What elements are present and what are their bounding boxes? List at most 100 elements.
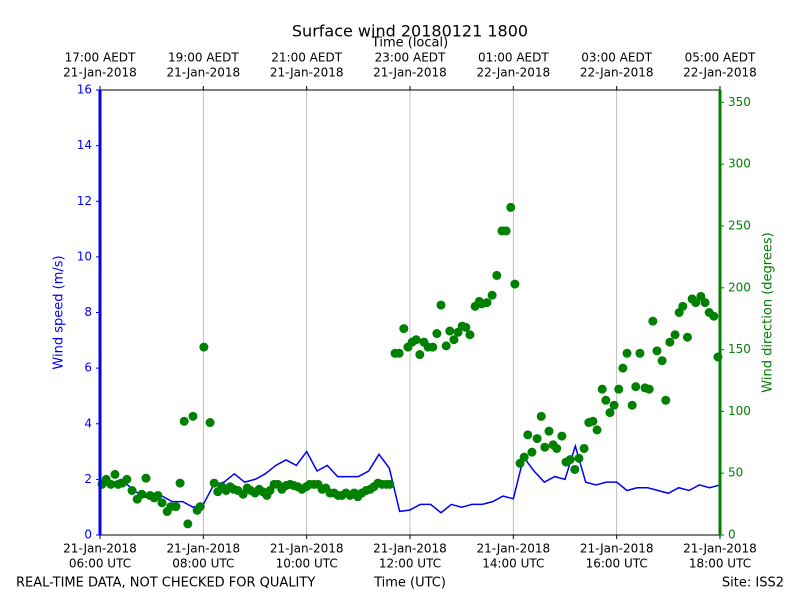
x-tick-label: 21-Jan-2018 [477, 542, 551, 556]
x-tick-label: 18:00 UTC [689, 557, 751, 571]
top-x-tick-label: 17:00 AEDT [65, 51, 136, 65]
direction-point [618, 363, 628, 373]
direction-point [205, 418, 215, 428]
direction-point [709, 311, 719, 321]
direction-point [199, 342, 209, 352]
x-tick-label: 21-Jan-2018 [167, 542, 241, 556]
direction-point [482, 298, 492, 308]
direction-point [183, 519, 193, 529]
direction-point [657, 356, 667, 366]
direction-point [436, 300, 446, 310]
y-tick-label: 2 [84, 472, 92, 486]
x-axis-title: Time (UTC) [373, 576, 446, 591]
direction-point [179, 416, 189, 426]
direction-point [394, 348, 404, 358]
direction-point [415, 350, 425, 360]
direction-point [449, 335, 459, 345]
direction-point [432, 329, 442, 339]
direction-point [465, 330, 475, 340]
y2-tick-label: 0 [728, 528, 736, 542]
direction-point [565, 455, 575, 465]
x-tick-label: 10:00 UTC [276, 557, 338, 571]
top-x-tick-label: 23:00 AEDT [375, 51, 446, 65]
top-x-tick-label: 21-Jan-2018 [167, 66, 241, 80]
direction-point [635, 348, 645, 358]
top-axis-title: Time (local) [371, 36, 448, 51]
direction-point [510, 279, 520, 289]
chart-title: Surface wind 20180121 1800 [292, 22, 528, 41]
direction-point [609, 400, 619, 410]
direction-point [532, 434, 542, 444]
top-x-tick-label: 05:00 AEDT [685, 51, 756, 65]
direction-point [137, 489, 147, 499]
top-x-tick-label: 21-Jan-2018 [373, 66, 447, 80]
top-x-tick-label: 22-Jan-2018 [580, 66, 654, 80]
direction-point [487, 290, 497, 300]
top-x-tick-label: 21-Jan-2018 [63, 66, 137, 80]
footer-note: REAL-TIME DATA, NOT CHECKED FOR QUALITY [16, 576, 315, 591]
direction-point [188, 411, 198, 421]
x-tick-label: 14:00 UTC [482, 557, 544, 571]
direction-point [461, 322, 471, 332]
y-tick-label: 14 [77, 138, 92, 152]
top-x-tick-label: 01:00 AEDT [478, 51, 549, 65]
direction-point [601, 395, 611, 405]
direction-point [428, 342, 438, 352]
direction-point [700, 298, 710, 308]
direction-point [492, 270, 502, 280]
direction-point [627, 400, 637, 410]
direction-point [527, 447, 537, 457]
top-x-tick-label: 03:00 AEDT [581, 51, 652, 65]
y2-tick-label: 50 [728, 466, 743, 480]
direction-point [519, 452, 529, 462]
top-x-tick-label: 21-Jan-2018 [270, 66, 344, 80]
direction-point [106, 479, 116, 489]
y-tick-label: 10 [77, 249, 92, 263]
y-tick-label: 8 [84, 305, 92, 319]
direction-point [540, 442, 550, 452]
x-tick-label: 12:00 UTC [379, 557, 441, 571]
direction-point [682, 332, 692, 342]
direction-point [605, 408, 615, 418]
direction-point [592, 425, 602, 435]
x-tick-label: 21-Jan-2018 [63, 542, 137, 556]
x-tick-label: 08:00 UTC [172, 557, 234, 571]
direction-point [648, 316, 658, 326]
direction-point [141, 473, 151, 483]
direction-point [661, 395, 671, 405]
direction-point [574, 453, 584, 463]
direction-point [209, 478, 219, 488]
top-x-tick-label: 22-Jan-2018 [477, 66, 551, 80]
direction-point [570, 464, 580, 474]
y2-tick-label: 150 [728, 342, 751, 356]
x-tick-label: 21-Jan-2018 [373, 542, 447, 556]
direction-point [411, 335, 421, 345]
x-tick-label: 21-Jan-2018 [683, 542, 757, 556]
direction-point [127, 486, 137, 495]
direction-point [579, 443, 589, 453]
direction-point [501, 226, 511, 236]
direction-point [670, 330, 680, 340]
direction-point [195, 502, 205, 512]
direction-point [445, 326, 455, 336]
y-tick-label: 0 [84, 528, 92, 542]
y2-axis-title: Wind direction (degrees) [761, 232, 776, 392]
direction-point [122, 474, 132, 484]
x-tick-label: 16:00 UTC [586, 557, 648, 571]
direction-point [399, 324, 409, 334]
direction-point [441, 341, 451, 351]
direction-point [665, 337, 675, 347]
y2-tick-label: 350 [728, 95, 751, 109]
direction-point [171, 502, 181, 512]
y-tick-label: 16 [77, 83, 92, 97]
site-label: Site: ISS2 [722, 576, 784, 591]
direction-point [175, 478, 185, 488]
y2-tick-label: 250 [728, 218, 751, 232]
x-tick-label: 21-Jan-2018 [270, 542, 344, 556]
y-tick-label: 6 [84, 361, 92, 375]
direction-point [110, 469, 120, 479]
direction-point [523, 430, 533, 440]
top-x-tick-label: 22-Jan-2018 [683, 66, 757, 80]
